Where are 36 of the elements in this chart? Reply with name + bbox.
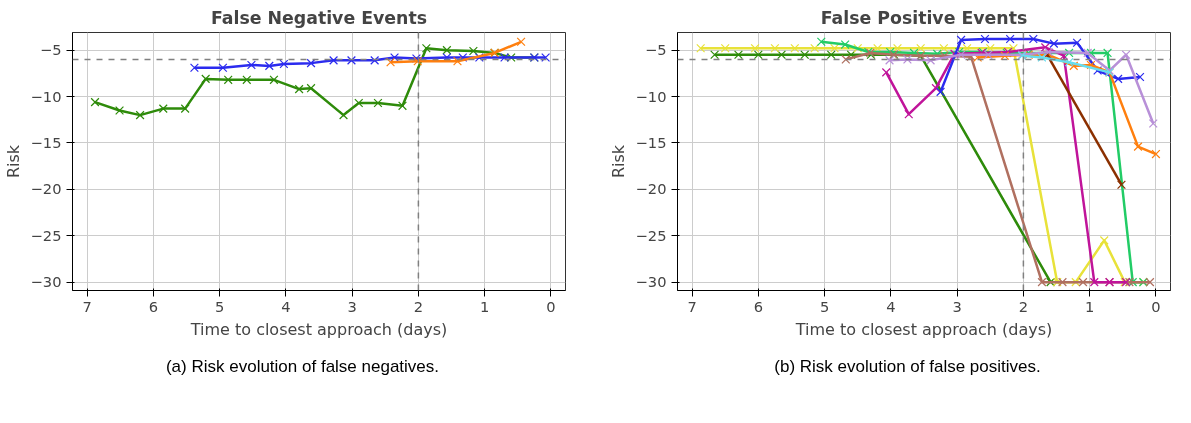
text: (b) Risk evolution of false positives.	[774, 356, 1041, 378]
y-tick-label: −5	[39, 41, 62, 59]
y-tick-label: −15	[635, 133, 667, 151]
x-tick-label: 2	[413, 297, 424, 315]
y-tick-label: −20	[635, 180, 667, 198]
y-tick-label: −10	[635, 87, 667, 105]
x-tick-label: 4	[281, 297, 291, 315]
x-tick-label: 3	[952, 297, 962, 315]
x-tick-label: 0	[546, 297, 556, 315]
x-axis-title: Time to closest approach (days)	[189, 319, 448, 339]
x-tick-label: 1	[1085, 297, 1095, 315]
y-tick-label: −30	[635, 273, 667, 291]
x-tick-label: 7	[82, 297, 92, 315]
y-tick-label: −15	[30, 133, 62, 151]
y-tick-label: −30	[30, 273, 62, 291]
x-tick-label: 4	[886, 297, 896, 315]
y-tick-label: −25	[635, 226, 667, 244]
chart-title: False Negative Events	[210, 7, 428, 28]
x-axis-title: Time to closest approach (days)	[794, 319, 1053, 339]
y-tick-label: −10	[30, 87, 62, 105]
x-tick-label: 6	[148, 297, 159, 315]
text: (a) Risk evolution of false negatives.	[165, 356, 440, 378]
x-tick-label: 2	[1018, 297, 1029, 315]
x-tick-label: 5	[819, 297, 830, 315]
y-tick-label: −5	[644, 41, 667, 59]
x-tick-label: 0	[1151, 297, 1161, 315]
x-tick-label: 5	[214, 297, 225, 315]
chart-title: False Positive Events	[820, 7, 1028, 28]
y-axis-title: Risk	[3, 144, 23, 179]
y-axis-title: Risk	[608, 144, 628, 179]
y-tick-label: −25	[30, 226, 62, 244]
x-tick-label: 7	[687, 297, 697, 315]
x-tick-label: 1	[480, 297, 490, 315]
x-tick-label: 6	[753, 297, 764, 315]
x-tick-label: 3	[347, 297, 357, 315]
y-tick-label: −20	[30, 180, 62, 198]
